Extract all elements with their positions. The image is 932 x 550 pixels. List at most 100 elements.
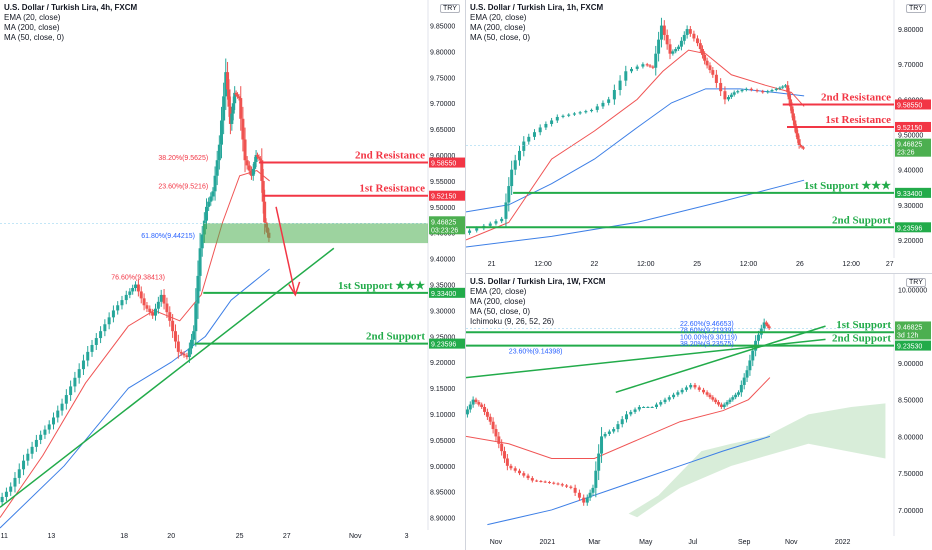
level-badge (895, 187, 931, 198)
candle-body (231, 103, 235, 114)
bearish-arrow (275, 206, 297, 296)
currency-badge-1h[interactable]: TRY (906, 4, 926, 13)
legend-ma200: MA (200, close) (470, 297, 526, 306)
x-tick-label: 12:00 (534, 261, 552, 268)
candle-body (695, 38, 699, 44)
candle-body (26, 453, 30, 461)
x-tick-label: Mar (588, 539, 601, 546)
candle-body (674, 49, 678, 52)
candle-body (679, 40, 683, 47)
legend-ma50: MA (50, close, 0) (4, 33, 65, 42)
currency-badge-1w[interactable]: TRY (906, 278, 926, 287)
candle-body (665, 34, 669, 45)
level-badge-text: 9.33400 (431, 291, 456, 298)
level-badge (429, 190, 465, 201)
level-label-resistance: 2nd Resistance (355, 150, 425, 162)
candle-body (505, 458, 509, 466)
candle-body (165, 303, 169, 313)
candle-body (539, 481, 543, 483)
candle-body (764, 322, 768, 325)
candle-body (703, 54, 707, 61)
level-label-resistance: 2nd Resistance (821, 91, 891, 103)
candle-body (612, 429, 616, 432)
ema-line (0, 170, 270, 518)
candle-body (196, 275, 200, 304)
candle-body (73, 377, 77, 387)
y-tick-label: 9.20000 (898, 238, 923, 245)
current-price-value: 9.46825 (897, 142, 922, 149)
candle-body (573, 487, 577, 493)
y-tick-label: 10.00000 (898, 287, 927, 294)
level-badge-text: 9.23530 (897, 344, 922, 351)
candle-body (745, 370, 749, 378)
x-tick-label: Nov (349, 533, 362, 540)
chart-panel-4h[interactable]: U.S. Dollar / Turkish Lira, 4h, FXCM EMA… (0, 0, 465, 550)
candle-body (198, 248, 202, 276)
ma50-line (0, 268, 270, 529)
fib-label: 61.80%(9.44215) (141, 233, 195, 240)
candle-body (485, 411, 489, 417)
candle-body (162, 294, 166, 304)
candle-body (616, 424, 620, 430)
candle-body (168, 312, 172, 321)
candle-body (134, 284, 138, 288)
y-tick-label: 9.80000 (898, 27, 923, 34)
candle-body (239, 98, 243, 119)
candle-body (774, 88, 778, 90)
chart-svg-1w[interactable]: 10.00000 9.00000 8.50000 8.00000 7.50000 7.00… (466, 274, 932, 550)
candle-body (77, 369, 81, 378)
candle-body (173, 331, 177, 342)
candle-body (251, 168, 255, 176)
candle-body (682, 34, 686, 41)
candle-body (69, 386, 73, 396)
level-badge-text: 9.23596 (431, 342, 456, 349)
candle-body (237, 96, 241, 99)
chart-legend-1h: U.S. Dollar / Turkish Lira, 1h, FXCM EMA… (470, 3, 603, 43)
candle-body (205, 206, 209, 221)
candle-body (635, 66, 639, 69)
candle-body (688, 29, 692, 34)
level-badge-text: 9.58550 (897, 102, 922, 109)
candle-body (645, 64, 649, 66)
candle-body (600, 436, 604, 454)
candle-body (714, 399, 718, 403)
y-tick-label: 9.00000 (430, 464, 455, 471)
y-tick-label: 8.00000 (898, 434, 923, 441)
y-tick-label: 9.30000 (430, 308, 455, 315)
candle-body (43, 429, 47, 435)
candle-body (513, 468, 517, 471)
candle-body (494, 429, 498, 437)
candle-body (560, 484, 564, 486)
x-tick-label: 11 (1, 533, 8, 540)
level-badge-text: 9.52150 (897, 125, 922, 132)
candle-body (565, 485, 569, 487)
x-tick-label: 20 (167, 533, 175, 540)
chart-panel-1w[interactable]: U.S. Dollar / Turkish Lira, 1W, FXCM EMA… (466, 274, 932, 550)
y-tick-label: 9.40000 (430, 257, 455, 264)
candle-body (513, 160, 517, 170)
currency-badge-4h[interactable]: TRY (440, 4, 460, 13)
candle-body (582, 497, 586, 503)
candle-body (770, 90, 774, 92)
chart-panel-1h[interactable]: U.S. Dollar / Turkish Lira, 1h, FXCM EMA… (466, 0, 932, 273)
candle-body (187, 348, 191, 358)
candle-body (9, 486, 13, 492)
y-tick-label: 9.05000 (430, 438, 455, 445)
candle-body (607, 99, 611, 103)
chart-svg-4h[interactable]: 9.85000 9.80000 9.75000 9.70000 9.65000 9.600… (0, 0, 465, 550)
candle-body (705, 60, 709, 66)
y-tick-label: 9.60000 (430, 153, 455, 160)
candle-body (230, 113, 234, 124)
candle-body (723, 91, 727, 100)
candle-body (510, 169, 514, 187)
candle-body (555, 116, 559, 121)
candle-body (154, 308, 158, 316)
candle-body (799, 145, 803, 147)
candle-body (120, 300, 124, 306)
candle-body (662, 25, 666, 35)
trendline (0, 247, 335, 508)
chart-svg-1h[interactable]: 9.800009.700009.600009.500009.400009.300… (466, 0, 932, 273)
candle-body (128, 291, 132, 295)
candle-body (590, 109, 594, 112)
level-badge (429, 338, 465, 349)
